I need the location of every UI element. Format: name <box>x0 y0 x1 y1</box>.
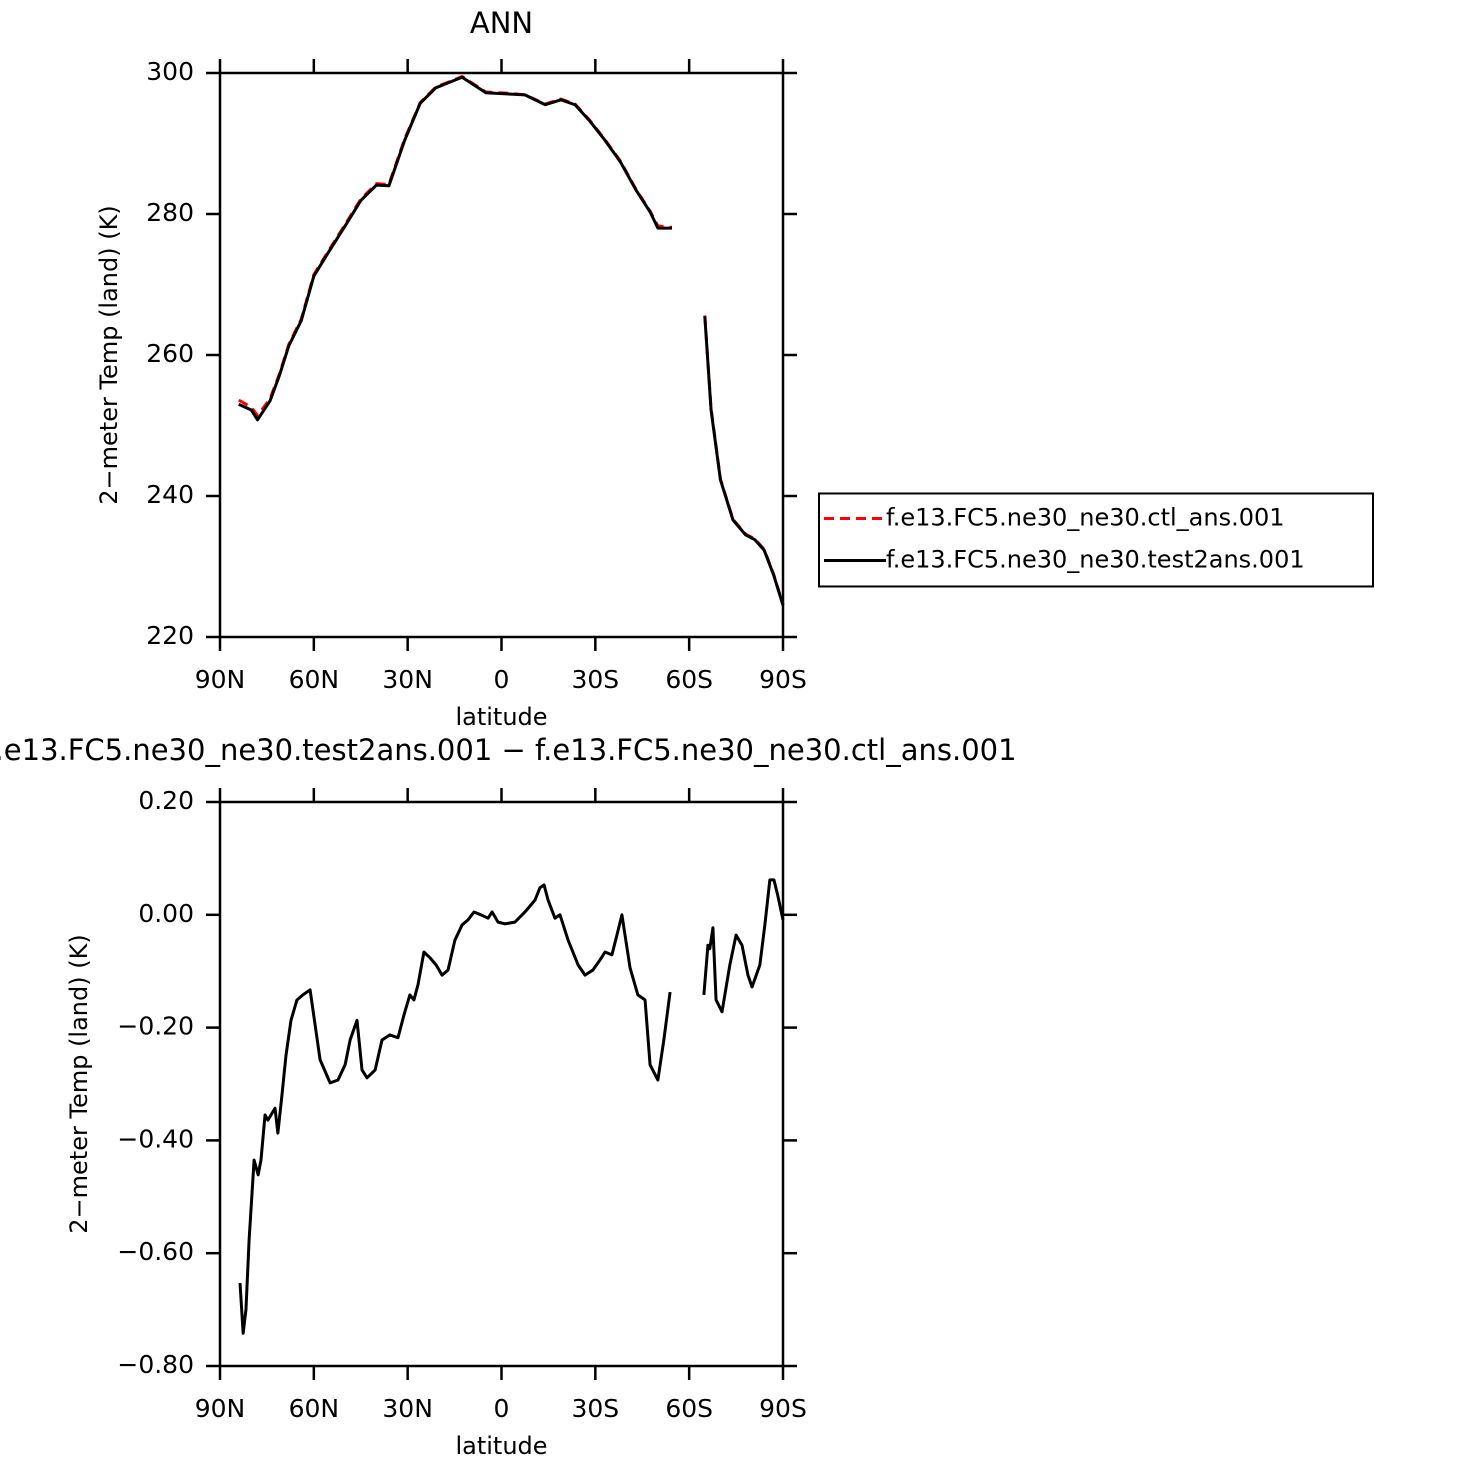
legend: f.e13.FC5.ne30_ne30.ctl_ans.001 f.e13.FC5… <box>818 492 1374 588</box>
x-axis-label: latitude <box>455 703 547 731</box>
x-tick-label: 0 <box>494 665 510 694</box>
x-tick-label: 30N <box>382 1394 433 1423</box>
x-tick-label: 90S <box>759 665 807 694</box>
x-tick-label: 30S <box>571 665 619 694</box>
x-tick-label: 30N <box>382 665 433 694</box>
y-tick-label: 280 <box>146 198 194 227</box>
x-tick-label: 60S <box>665 665 713 694</box>
x-tick-label: 90N <box>195 665 246 694</box>
y-axis-label: 2−meter Temp (land) (K) <box>65 934 93 1233</box>
y-axis-label: 2−meter Temp (land) (K) <box>95 205 123 504</box>
plot-frame <box>218 800 785 1368</box>
x-tick-label: 90S <box>759 1394 807 1423</box>
x-tick-label: 30S <box>571 1394 619 1423</box>
y-tick-label: −0.40 <box>117 1124 194 1153</box>
y-tick-label: 0.20 <box>138 786 194 815</box>
legend-label: f.e13.FC5.ne30_ne30.test2ans.001 <box>886 545 1305 573</box>
y-tick-label: −0.60 <box>117 1237 194 1266</box>
x-tick-label: 90N <box>195 1394 246 1423</box>
data-line <box>238 75 785 606</box>
x-tick-label: 60S <box>665 1394 713 1423</box>
x-tick-label: 60N <box>289 1394 340 1423</box>
x-tick-label: 60N <box>289 665 340 694</box>
x-tick-label: 0 <box>494 1394 510 1423</box>
y-tick-label: 300 <box>146 57 194 86</box>
y-tick-label: −0.80 <box>117 1350 194 1379</box>
y-tick-label: 220 <box>146 621 194 650</box>
plot-frame <box>218 71 785 639</box>
y-tick-label: −0.20 <box>117 1012 194 1041</box>
data-line <box>238 878 785 1335</box>
chart-title: f.e13.FC5.ne30_ne30.test2ans.001 − f.e13… <box>0 733 1017 767</box>
chart-title: ANN <box>470 6 533 40</box>
x-axis-label: latitude <box>455 1432 547 1460</box>
legend-box <box>818 492 1374 588</box>
y-tick-label: 240 <box>146 480 194 509</box>
y-tick-label: 0.00 <box>138 899 194 928</box>
y-tick-label: 260 <box>146 339 194 368</box>
legend-label: f.e13.FC5.ne30_ne30.ctl_ans.001 <box>886 503 1285 531</box>
data-line <box>238 75 785 606</box>
